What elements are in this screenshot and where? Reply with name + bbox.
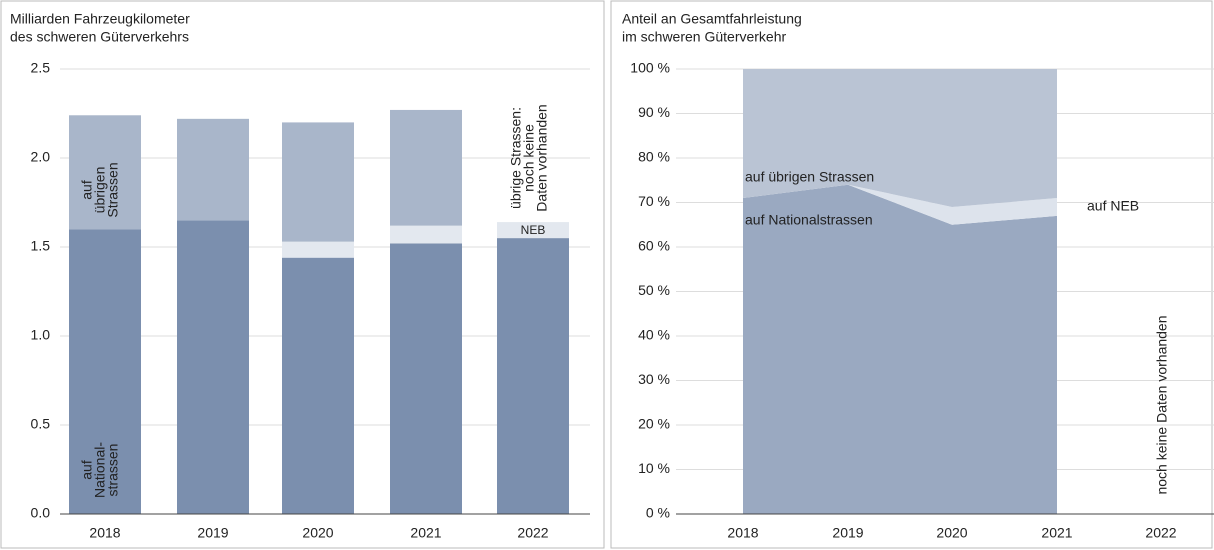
- annotation: auf NEB: [1087, 198, 1139, 214]
- chart-title: im schweren Güterverkehr: [622, 29, 787, 45]
- y-tick-label: 0.0: [31, 505, 51, 521]
- annotation: National-: [92, 442, 108, 498]
- annotation: auf übrigen Strassen: [745, 169, 874, 185]
- bar-segment: [177, 118, 249, 221]
- y-tick-label: 30 %: [638, 371, 670, 387]
- chart-title: des schweren Güterverkehrs: [10, 29, 189, 45]
- y-tick-label: 60 %: [638, 238, 670, 254]
- x-tick-label: 2021: [410, 525, 441, 541]
- y-tick-label: 2.0: [31, 149, 51, 165]
- bar-segment: [390, 243, 462, 514]
- x-tick-label: 2019: [197, 525, 228, 541]
- annotation: noch keine: [521, 124, 537, 192]
- y-tick-label: 0 %: [646, 505, 670, 521]
- bar-segment: [282, 241, 354, 258]
- chart-title: Anteil an Gesamtfahrleistung: [622, 11, 802, 27]
- panel-frame: [0, 0, 605, 549]
- x-tick-label: 2020: [302, 525, 333, 541]
- bar-segment: [390, 225, 462, 244]
- area: [743, 184, 1057, 225]
- y-tick-label: 1.0: [31, 327, 51, 343]
- x-tick-label: 2022: [517, 525, 548, 541]
- x-tick-label: 2018: [89, 525, 120, 541]
- bar-segment: [497, 222, 569, 239]
- annotation: übrige Strassen:: [508, 107, 524, 209]
- y-tick-label: 100 %: [630, 60, 670, 76]
- x-tick-label: 2020: [936, 525, 967, 541]
- panel-frame: [610, 0, 1213, 549]
- y-tick-label: 50 %: [638, 282, 670, 298]
- bar-segment: [177, 220, 249, 515]
- y-tick-label: 70 %: [638, 193, 670, 209]
- annotation: Daten vorhanden: [534, 104, 550, 211]
- y-tick-label: 40 %: [638, 327, 670, 343]
- annotation: strassen: [105, 444, 121, 497]
- x-tick-label: 2019: [832, 525, 863, 541]
- x-tick-label: 2022: [1145, 525, 1176, 541]
- x-tick-label: 2021: [1041, 525, 1072, 541]
- y-tick-label: 20 %: [638, 416, 670, 432]
- bar-segment: [282, 257, 354, 514]
- annotation: Strassen: [105, 162, 121, 217]
- annotation: auf: [79, 460, 95, 480]
- bar-segment: [69, 229, 141, 514]
- x-tick-label: 2018: [727, 525, 758, 541]
- annotation: auf: [79, 180, 95, 200]
- bar-segment: [390, 109, 462, 226]
- bar-segment: [69, 115, 141, 230]
- y-tick-label: 0.5: [31, 416, 51, 432]
- bar-segment: [497, 238, 569, 514]
- y-tick-label: 90 %: [638, 104, 670, 120]
- annotation: übrigen: [92, 167, 108, 214]
- y-tick-label: 10 %: [638, 460, 670, 476]
- annotation: NEB: [521, 223, 546, 237]
- annotation: noch keine Daten vorhanden: [1154, 315, 1170, 494]
- y-tick-label: 80 %: [638, 149, 670, 165]
- area: [743, 69, 1057, 207]
- annotation: auf Nationalstrassen: [745, 212, 873, 228]
- bar-segment: [282, 122, 354, 242]
- y-tick-label: 1.5: [31, 238, 51, 254]
- area: [743, 184, 1057, 514]
- chart-title: Milliarden Fahrzeugkilometer: [10, 11, 190, 27]
- y-tick-label: 2.5: [31, 60, 51, 76]
